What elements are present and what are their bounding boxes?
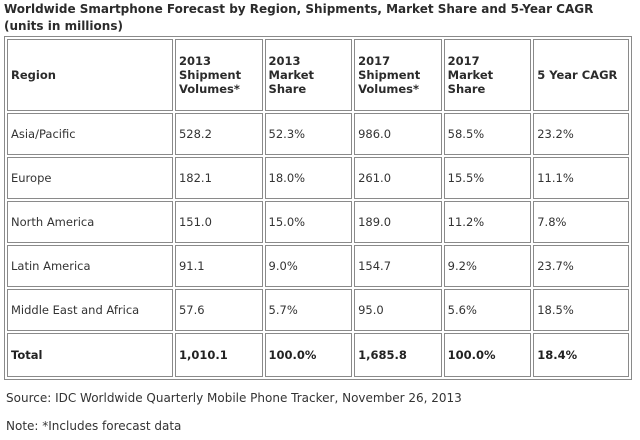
cell-region: Latin America (7, 245, 173, 287)
table-row: Middle East and Africa 57.6 5.7% 95.0 5.… (7, 289, 629, 331)
cell-2017-share: 11.2% (443, 201, 532, 243)
page-title: Worldwide Smartphone Forecast by Region,… (4, 2, 594, 33)
cell-2017-shipments: 986.0 (354, 113, 442, 155)
cell-2017-share: 15.5% (443, 157, 532, 199)
total-label: Total (7, 333, 173, 377)
cell-2013-shipments: 91.1 (174, 245, 263, 287)
cell-2017-shipments: 261.0 (354, 157, 442, 199)
cell-cagr: 23.7% (533, 245, 629, 287)
table-row: Europe 182.1 18.0% 261.0 15.5% 11.1% (7, 157, 629, 199)
cell-2013-share: 18.0% (264, 157, 353, 199)
cell-2013-share: 15.0% (264, 201, 353, 243)
header-2017-market-share: 2017 Market Share (443, 39, 532, 111)
cell-cagr: 23.2% (533, 113, 629, 155)
total-cagr: 18.4% (533, 333, 629, 377)
cell-2013-share: 9.0% (264, 245, 353, 287)
cell-2013-shipments: 182.1 (174, 157, 263, 199)
cell-2017-share: 9.2% (443, 245, 532, 287)
table-row: North America 151.0 15.0% 189.0 11.2% 7.… (7, 201, 629, 243)
header-2013-market-share: 2013 Market Share (264, 39, 353, 111)
header-5-year-cagr: 5 Year CAGR (533, 39, 629, 111)
cell-2017-share: 58.5% (443, 113, 532, 155)
cell-2013-shipments: 528.2 (174, 113, 263, 155)
forecast-table: Region 2013 Shipment Volumes* 2013 Marke… (4, 36, 632, 380)
cell-2017-shipments: 95.0 (354, 289, 442, 331)
cell-cagr: 11.1% (533, 157, 629, 199)
source-note: Source: IDC Worldwide Quarterly Mobile P… (6, 391, 462, 405)
cell-cagr: 18.5% (533, 289, 629, 331)
total-2017-shipments: 1,685.8 (354, 333, 442, 377)
table-total-row: Total 1,010.1 100.0% 1,685.8 100.0% 18.4… (7, 333, 629, 377)
total-2017-share: 100.0% (443, 333, 532, 377)
cell-cagr: 7.8% (533, 201, 629, 243)
total-2013-shipments: 1,010.1 (174, 333, 263, 377)
table-row: Asia/Pacific 528.2 52.3% 986.0 58.5% 23.… (7, 113, 629, 155)
cell-2017-share: 5.6% (443, 289, 532, 331)
total-2013-share: 100.0% (264, 333, 353, 377)
cell-2013-share: 5.7% (264, 289, 353, 331)
header-2013-shipment-volumes: 2013 Shipment Volumes* (174, 39, 263, 111)
cell-region: Middle East and Africa (7, 289, 173, 331)
forecast-note: Note: *Includes forecast data (6, 419, 182, 433)
cell-region: Europe (7, 157, 173, 199)
cell-2013-shipments: 151.0 (174, 201, 263, 243)
cell-2017-shipments: 189.0 (354, 201, 442, 243)
cell-2013-shipments: 57.6 (174, 289, 263, 331)
table-row: Latin America 91.1 9.0% 154.7 9.2% 23.7% (7, 245, 629, 287)
table-header-row: Region 2013 Shipment Volumes* 2013 Marke… (7, 39, 629, 111)
header-region: Region (7, 39, 173, 111)
cell-2017-shipments: 154.7 (354, 245, 442, 287)
cell-region: Asia/Pacific (7, 113, 173, 155)
header-2017-shipment-volumes: 2017 Shipment Volumes* (354, 39, 442, 111)
cell-region: North America (7, 201, 173, 243)
cell-2013-share: 52.3% (264, 113, 353, 155)
